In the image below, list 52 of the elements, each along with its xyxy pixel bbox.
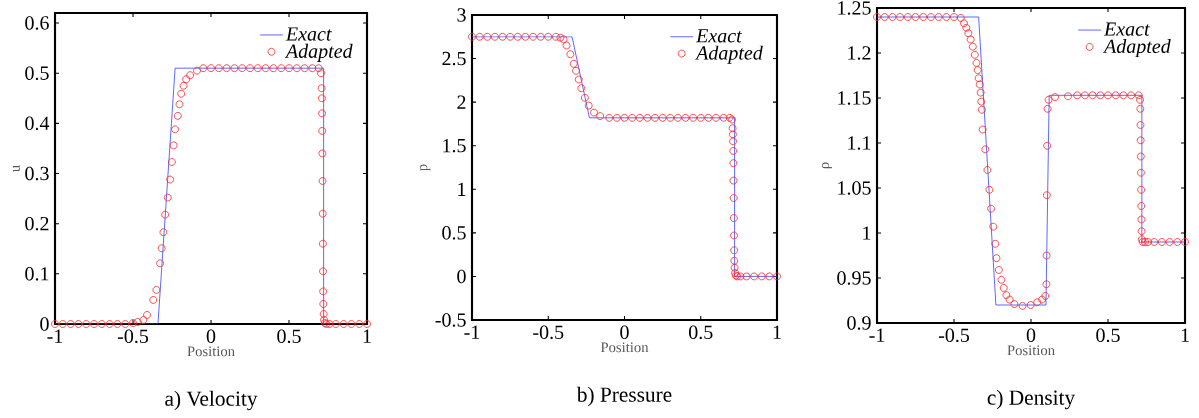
y-tick-label: 0 bbox=[457, 269, 466, 284]
y-tick-label: 1.05 bbox=[838, 181, 871, 195]
y-tick-label: 2 bbox=[457, 95, 466, 109]
legend-label: Adapted bbox=[695, 45, 763, 64]
x-tick-label: 0 bbox=[206, 329, 216, 343]
y-tick-label: 0.5 bbox=[442, 226, 466, 240]
y-tick-label: 0.95 bbox=[837, 271, 871, 285]
y-tick-label: -0.5 bbox=[435, 313, 466, 327]
x-tick-label: -0.5 bbox=[938, 328, 970, 343]
x-tick-label: 0 bbox=[1026, 328, 1036, 342]
y-tick-label: 0.4 bbox=[25, 116, 50, 131]
y-tick-label: 0.2 bbox=[25, 216, 49, 231]
x-tick-label: 1 bbox=[1181, 328, 1189, 342]
legend-label: Adapted bbox=[1102, 38, 1171, 58]
x-tick-label: -1 bbox=[869, 328, 885, 342]
legend-label: Exact bbox=[695, 29, 743, 43]
x-axis-title: Position bbox=[187, 346, 235, 357]
legend-label: Adapted bbox=[284, 43, 353, 62]
x-tick-label: 1 bbox=[773, 325, 781, 339]
legend-label: Exact bbox=[285, 27, 332, 41]
y-axis-title: p bbox=[420, 164, 431, 171]
x-tick-label: -1 bbox=[464, 325, 480, 339]
y-tick-label: 1.1 bbox=[848, 136, 871, 150]
y-tick-label: 0.1 bbox=[25, 267, 49, 281]
y-axis-title: ρ bbox=[821, 162, 832, 169]
x-tick-label: -1 bbox=[47, 329, 63, 343]
legend-label: Exact bbox=[1103, 22, 1150, 36]
y-tick-label: 0.9 bbox=[847, 316, 871, 330]
text: b) Pressure bbox=[576, 386, 672, 407]
x-tick-label: 0.5 bbox=[1096, 328, 1120, 343]
y-tick-label: 1 bbox=[863, 226, 871, 240]
y-tick-label: 1.5 bbox=[443, 138, 466, 153]
y-tick-label: 0.3 bbox=[25, 166, 49, 181]
y-tick-label: 1.15 bbox=[838, 91, 871, 105]
y-tick-label: 0.5 bbox=[25, 66, 49, 80]
text: a) Velocity bbox=[165, 390, 258, 411]
x-axis-title: Position bbox=[600, 342, 649, 353]
x-axis-title: Position bbox=[1007, 345, 1055, 356]
y-tick-label: 0.6 bbox=[25, 16, 49, 30]
x-tick-label: 0.5 bbox=[277, 329, 301, 344]
text: c) Density bbox=[987, 389, 1076, 410]
y-tick-label: 3 bbox=[457, 8, 466, 22]
x-tick-label: -0.5 bbox=[533, 325, 564, 340]
x-tick-label: 1 bbox=[363, 329, 371, 343]
y-axis-title: u bbox=[12, 165, 20, 172]
y-tick-label: 1.25 bbox=[838, 1, 871, 15]
x-tick-label: -0.5 bbox=[117, 329, 149, 344]
y-tick-label: 1 bbox=[458, 182, 466, 196]
x-tick-label: 0 bbox=[620, 325, 629, 339]
y-tick-label: 1.2 bbox=[848, 46, 871, 60]
x-tick-label: 0.5 bbox=[689, 325, 713, 340]
y-tick-label: 2.5 bbox=[442, 51, 466, 66]
